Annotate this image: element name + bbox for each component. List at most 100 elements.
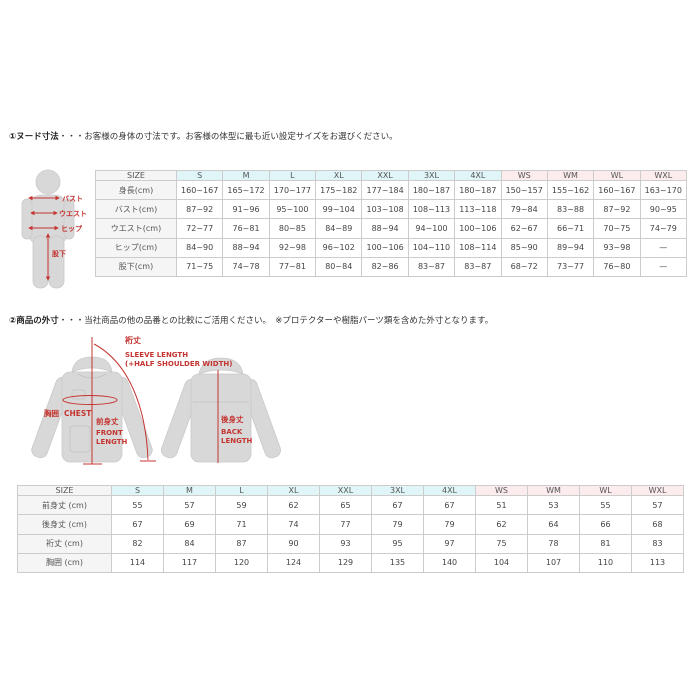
value-cell: 170~177 (268, 179, 317, 201)
value-cell: 66~71 (546, 218, 595, 239)
value-cell: 84~90 (175, 237, 224, 258)
size-col-m: M (222, 170, 270, 181)
value-cell: 55 (111, 494, 164, 516)
value-cell: 72~77 (175, 218, 224, 239)
value-cell: 74~79 (639, 218, 688, 239)
chest-en-label: CHEST (64, 409, 92, 418)
size-col-l: L (268, 170, 317, 181)
row-label-cell: 裄丈 (cm) (17, 533, 112, 554)
value-cell: 94~100 (407, 218, 456, 239)
value-cell: 62 (475, 514, 528, 535)
value-cell: 175~182 (315, 179, 363, 201)
value-cell: 65 (319, 494, 372, 516)
value-cell: 87 (215, 533, 268, 554)
value-cell: 67 (111, 514, 164, 535)
row-label-cell: 身長(cm) (95, 179, 177, 201)
value-cell: 95~100 (268, 199, 317, 220)
back-length-en-label-2: LENGTH (221, 437, 252, 445)
value-cell: — (639, 237, 688, 258)
size-col-wl: WL (593, 170, 641, 181)
value-cell: 104 (475, 552, 528, 574)
value-cell: 79 (371, 514, 424, 535)
value-cell: 74 (267, 514, 320, 535)
value-cell: 80~84 (315, 256, 363, 278)
value-cell: 160~167 (175, 179, 224, 201)
value-cell: 73~77 (546, 256, 595, 278)
value-cell: 84~89 (315, 218, 363, 239)
value-cell: 140 (423, 552, 476, 574)
size-col-wl: WL (579, 485, 632, 496)
body-measurement-figure: バスト ウエスト ヒップ 股下 (21, 169, 87, 289)
person-silhouette (21, 169, 75, 289)
inseam-label: 股下 (51, 249, 66, 258)
size-col-4xl: 4XL (423, 485, 476, 496)
size-col-3xl: 3XL (371, 485, 424, 496)
value-cell: 67 (423, 494, 476, 516)
value-cell: 67 (371, 494, 424, 516)
value-cell: 108~113 (407, 199, 456, 220)
value-cell: 80~85 (268, 218, 317, 239)
value-cell: 82~86 (361, 256, 409, 278)
value-cell: 74~78 (222, 256, 270, 278)
row-label-cell: ウエスト(cm) (95, 218, 177, 239)
value-cell: 83~87 (407, 256, 456, 278)
value-cell: 68 (631, 514, 684, 535)
value-cell: 90~95 (639, 199, 688, 220)
back-length-jp-label: 後身丈 (221, 414, 244, 424)
table-row: バスト(cm) 87~92 91~96 95~100 99~104 103~108 108~… (95, 199, 688, 220)
value-cell: 76~81 (222, 218, 270, 239)
size-col-wxl: WXL (631, 485, 684, 496)
value-cell: 129 (319, 552, 372, 574)
value-cell: 165~172 (222, 179, 270, 201)
size-col-s: S (175, 170, 224, 181)
value-cell: 113~118 (454, 199, 502, 220)
size-col-xxl: XXL (361, 170, 409, 181)
chest-girth-ellipse (62, 395, 118, 405)
value-cell: 81 (579, 533, 632, 554)
sleeve-length-en-label: SLEEVE LENGTH (125, 351, 188, 359)
value-cell: 51 (475, 494, 528, 516)
value-cell: 163~170 (639, 179, 688, 201)
table-row: ウエスト(cm) 72~77 76~81 80~85 84~89 88~94 94~100 1… (95, 218, 688, 239)
value-cell: 77~81 (268, 256, 317, 278)
value-cell: 83~88 (546, 199, 595, 220)
value-cell: 135 (371, 552, 424, 574)
size-col-3xl: 3XL (407, 170, 456, 181)
size-col-xl: XL (315, 170, 363, 181)
value-cell: 79~84 (500, 199, 548, 220)
value-cell: 103~108 (361, 199, 409, 220)
value-cell: 55 (579, 494, 632, 516)
size-col-xl: XL (267, 485, 320, 496)
value-cell: 100~106 (361, 237, 409, 258)
value-cell: 68~72 (500, 256, 548, 278)
value-cell: 90 (267, 533, 320, 554)
size-col-ws: WS (500, 170, 548, 181)
value-cell: 180~187 (407, 179, 456, 201)
table-row: 股下(cm) 71~75 74~78 77~81 80~84 82~86 83~87 83~8… (95, 256, 688, 278)
table-row: 後身丈 (cm) 67 69 71 74 77 79 79 62 64 66 68 (17, 514, 684, 535)
value-cell: 96~102 (315, 237, 363, 258)
value-cell: — (639, 256, 688, 278)
nude-size-table: SIZE S M L XL XXL 3XL 4XL WS WM WL WXL 身長(cm) 160~167… (95, 170, 688, 278)
row-label-cell: 胸囲 (cm) (17, 552, 112, 574)
row-label-cell: 前身丈 (cm) (17, 494, 112, 516)
value-cell: 69 (163, 514, 216, 535)
nude-size-heading: ①ヌード寸法 (9, 131, 59, 142)
nude-size-description: ・・・お客様の身体の寸法です。お客様の体型に最も近い設定サイズをお選びください。 (58, 131, 398, 142)
value-cell: 113 (631, 552, 684, 574)
value-cell: 66 (579, 514, 632, 535)
value-cell: 84 (163, 533, 216, 554)
value-cell: 104~110 (407, 237, 456, 258)
front-length-en-label-2: LENGTH (96, 438, 127, 446)
value-cell: 87~92 (593, 199, 641, 220)
table-header-row: SIZE S M L XL XXL 3XL 4XL WS WM WL WXL (17, 485, 684, 496)
row-label-cell: ヒップ(cm) (95, 237, 177, 258)
value-cell: 64 (527, 514, 580, 535)
value-cell: 100~106 (454, 218, 502, 239)
table-row: 胸囲 (cm) 114 117 120 124 129 135 140 104 107 110 113 (17, 552, 684, 574)
value-cell: 76~80 (593, 256, 641, 278)
size-col-wm: WM (546, 170, 595, 181)
outer-size-description: ・・・当社商品の他の品番との比較にご活用ください。 ※プロテクターや樹脂パーツ類… (58, 315, 494, 326)
back-length-en-label: BACK (221, 428, 243, 436)
value-cell: 117 (163, 552, 216, 574)
